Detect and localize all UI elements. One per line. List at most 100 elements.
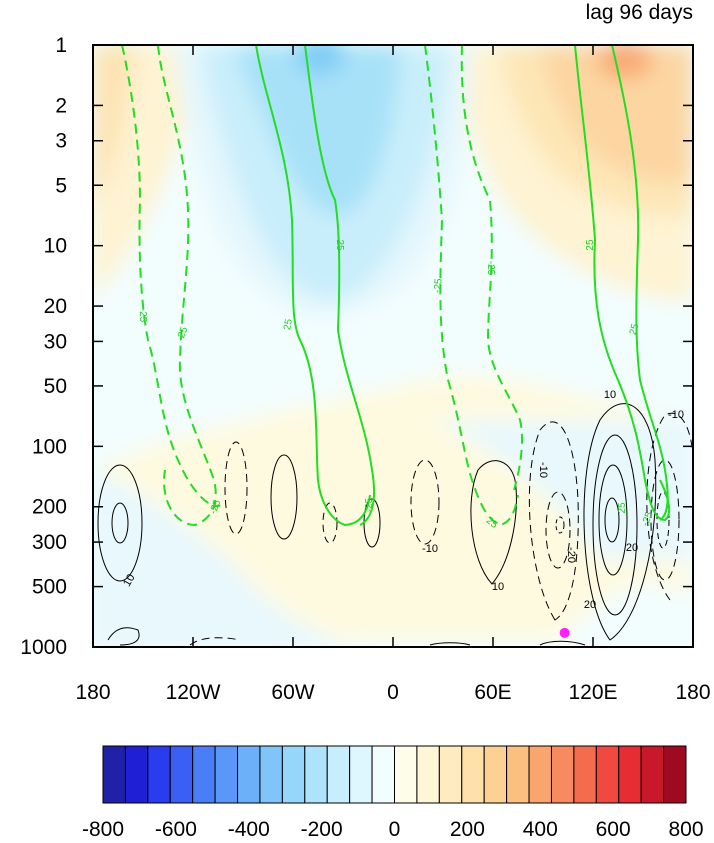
green-contour-label-7: 25: [585, 239, 596, 251]
y-tick-label: 10: [44, 235, 67, 258]
colorbar-swatch: [192, 745, 216, 804]
contour-labels: 10 10 -10 -10 10 -20 20 20 -10: [121, 389, 684, 611]
black-contour-neg-d-core: [555, 516, 565, 534]
colorbar-tick-label: 200: [450, 818, 485, 838]
colorbar-tick-label: 400: [523, 818, 558, 838]
black-contour-pos-e-3: [598, 464, 628, 576]
black-contour-label-7: 20: [626, 542, 638, 554]
black-contour-10-a-inner: [111, 502, 129, 544]
colorbar-tick-label: -200: [301, 818, 343, 838]
green-contour-label-5: -25: [432, 278, 444, 294]
y-tick-label: 2: [55, 94, 67, 117]
green-contour-f: [460, 45, 523, 491]
green-contour-a: [121, 45, 221, 508]
colorbar-swatch: [483, 745, 508, 804]
colorbar-tick-label: -400: [228, 818, 270, 838]
black-contour-pos-d: [470, 460, 517, 585]
colorbar-tick-label: -600: [155, 818, 197, 838]
green-contour-e: [424, 45, 519, 527]
black-contour-label-4: -10: [537, 462, 549, 478]
colorbar-swatch: [528, 745, 552, 804]
colorbar-swatch: [237, 745, 261, 804]
colorbar-swatch: [147, 745, 171, 804]
colorbar-swatch: [169, 745, 194, 804]
x-tick-label: 180: [75, 681, 110, 704]
black-contour-10-a: [97, 464, 143, 582]
colorbar-swatch: [573, 745, 597, 804]
green-contour-label-1: -25: [137, 308, 148, 323]
y-axis: 1 2 3 5 10 20 30 50 100 200 300 500 1000: [20, 34, 693, 659]
colorbar-swatch: [102, 745, 126, 804]
black-contour-neg-b: [322, 502, 338, 544]
colorbar-swatch: [394, 745, 418, 804]
black-contour-pos-e: [583, 403, 657, 641]
green-contours: [121, 45, 671, 527]
green-contour-label-6: -25: [485, 261, 496, 276]
black-contour-pos-b: [270, 454, 298, 540]
green-contour-label-9: -25: [208, 498, 223, 516]
black-contour-surface-a: [107, 627, 140, 646]
y-tick-label: 30: [44, 330, 67, 353]
green-contour-label-3: 25: [282, 318, 295, 331]
x-tick-label: 60E: [474, 681, 511, 704]
y-tick-label: 20: [44, 295, 67, 318]
green-contour-c: [255, 45, 371, 527]
black-contour-neg-c: [410, 459, 440, 545]
colorbar-swatch: [506, 745, 530, 804]
colorbar-swatch: [461, 745, 485, 804]
shade-upper-west-inner: [93, 45, 135, 210]
y-tick-label: 3: [55, 130, 67, 153]
black-contour-pos-e-4: [604, 497, 620, 543]
black-contour-label-1: 10: [121, 572, 138, 589]
y-tick-label: 50: [44, 375, 67, 398]
green-contour-d: [304, 45, 376, 526]
black-contour-label-9: -10: [668, 409, 684, 421]
shade-upper-center-core: [295, 45, 345, 75]
green-contour-label-12: 25: [617, 502, 628, 514]
shade-upper-east-core: [597, 45, 653, 78]
plot-area: 10 10 -10 -10 10 -20 20 20 -10 -25 -25 2…: [93, 45, 693, 647]
green-contour-label-10: -25: [364, 497, 375, 512]
colorbar-swatch: [618, 745, 642, 804]
black-contour-neg-d: [528, 421, 579, 621]
black-contour-label-5: 10: [604, 389, 616, 401]
colorbar-swatch: [663, 745, 687, 804]
y-tick-label: 5: [55, 174, 67, 197]
colorbar-swatch: [214, 745, 239, 804]
y-tick-label: 300: [32, 531, 67, 554]
green-contour-label-8: 25: [628, 322, 642, 336]
green-contour-g: [574, 45, 671, 522]
black-contour-label-8: 20: [584, 599, 596, 611]
location-marker: [559, 627, 570, 638]
y-tick-label: 200: [32, 496, 67, 519]
black-contour-pos-e-2: [592, 434, 638, 616]
green-contour-b: [157, 45, 217, 527]
colorbar-swatch: [349, 745, 373, 804]
y-tick-label: 1000: [20, 636, 67, 659]
black-contour-neg-d-inner: [545, 491, 571, 569]
colorbar-swatch: [326, 745, 351, 804]
colorbar-swatch: [640, 745, 665, 804]
green-contour-label-2: -25: [175, 325, 190, 343]
black-contour-label-2: 10: [492, 581, 504, 593]
black-contour-label-6: -20: [565, 547, 577, 563]
chart-title: lag 96 days: [586, 1, 693, 24]
colorbar-tick-label: 0: [389, 818, 401, 838]
black-contour-neg-a: [224, 441, 248, 535]
colorbar: -800 -600 -400 -200 0 200 400 600 800: [82, 745, 704, 841]
black-contour-neg-e-inner: [650, 459, 680, 581]
black-contour-neg-e-core: [656, 491, 670, 549]
black-contour-surface-d: [539, 640, 586, 646]
colorbar-swatch: [416, 745, 440, 804]
colorbar-swatch: [438, 745, 463, 804]
colorbar-tick-label: -800: [82, 818, 124, 838]
black-contour-surface-c: [429, 642, 471, 646]
x-tick-label: 120W: [166, 681, 221, 704]
shade-lower-left-cool: [93, 470, 350, 647]
x-tick-label: 180: [675, 681, 710, 704]
colorbar-swatch: [595, 745, 620, 804]
colorbar-swatch: [304, 745, 328, 804]
y-tick-label: 100: [32, 435, 67, 458]
green-contour-h: [611, 45, 669, 521]
